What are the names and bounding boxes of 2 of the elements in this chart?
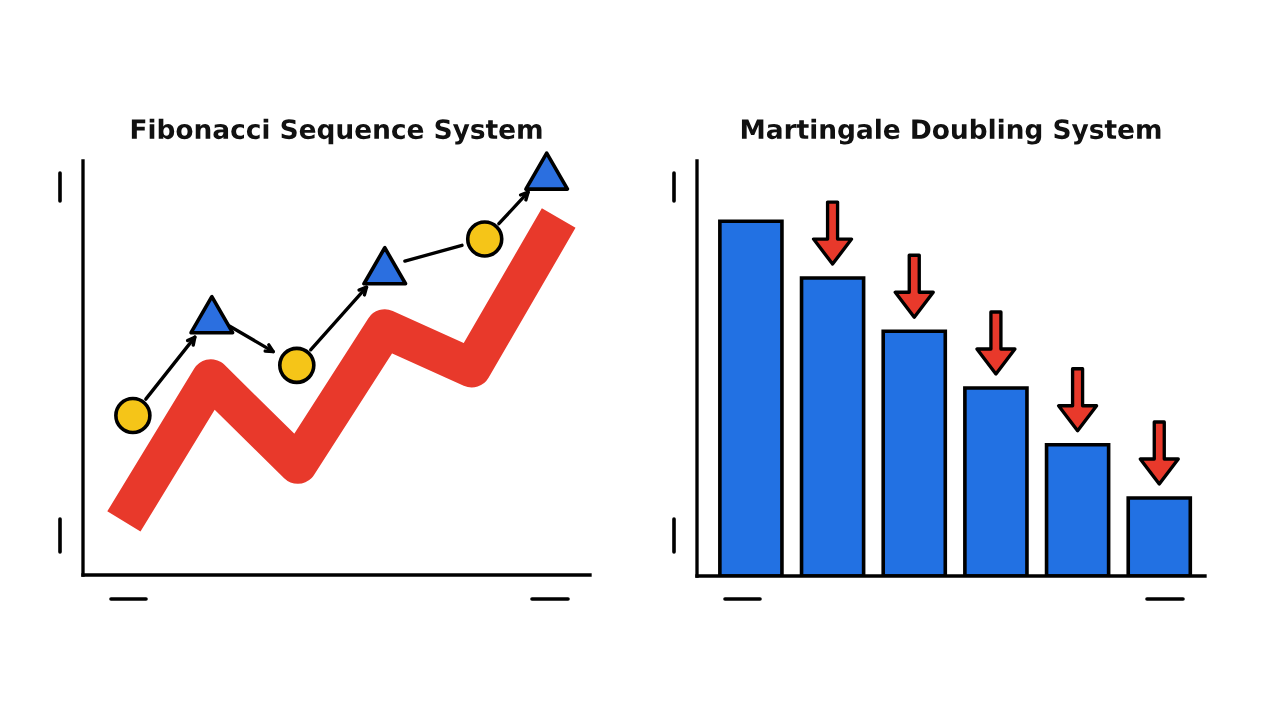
chart-title: Martingale Doubling System <box>741 118 1161 145</box>
chart-title: Fibonacci Sequence System <box>131 118 542 145</box>
